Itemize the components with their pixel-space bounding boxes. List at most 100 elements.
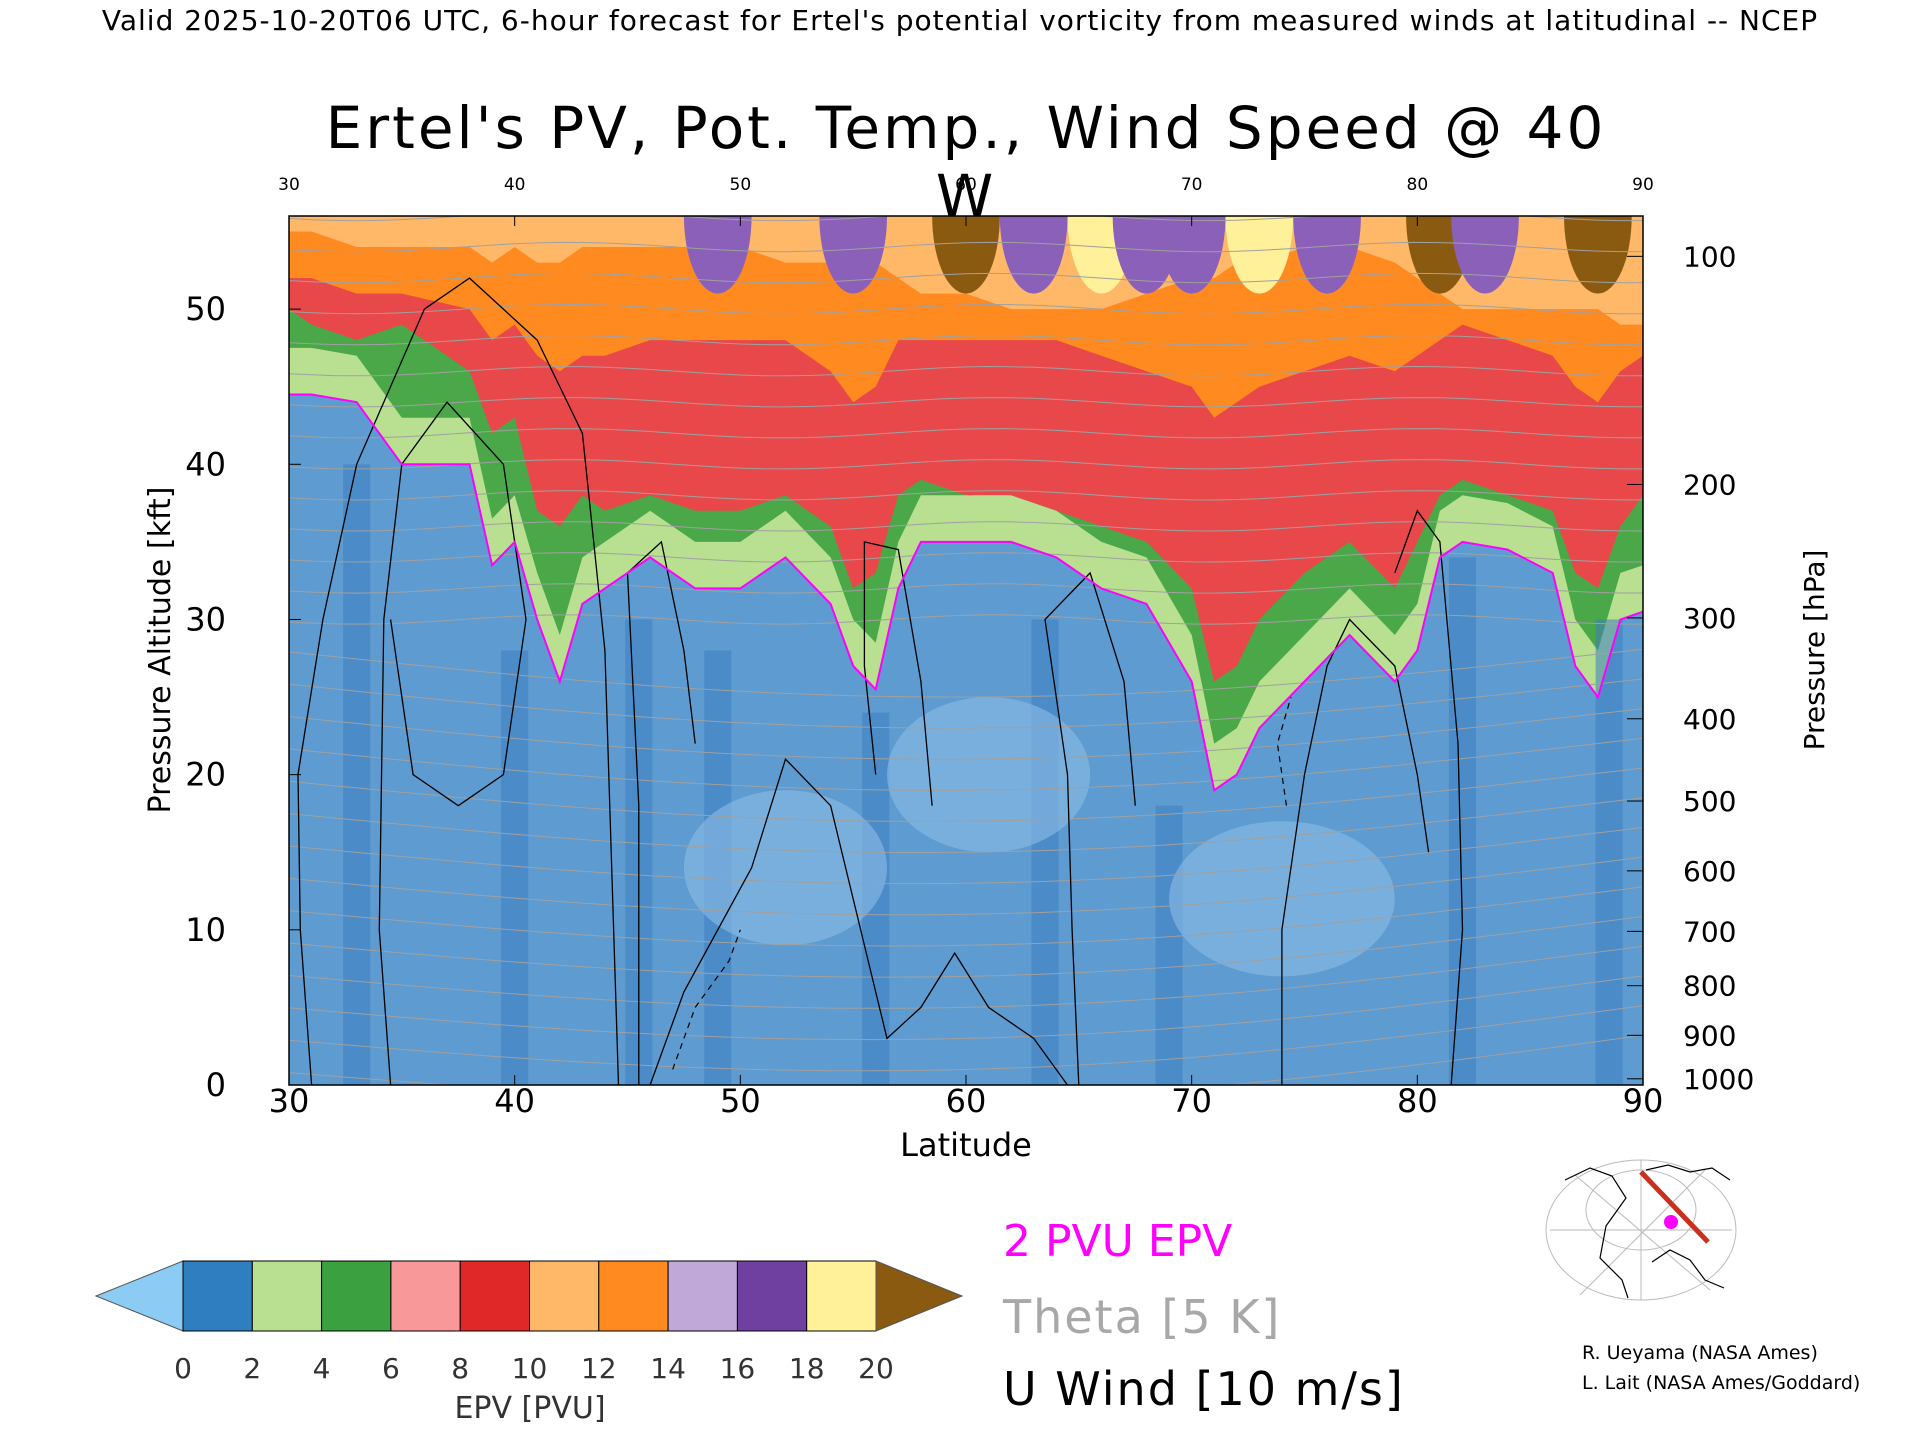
theta-contour: [289, 521, 1643, 532]
u-wind-contours: [297, 277, 1464, 1085]
trop-patch: [887, 697, 1091, 853]
x-tick-label: 60: [946, 1082, 987, 1120]
y2-tick-label: 600: [1683, 855, 1736, 888]
colorbar-segment: [806, 1260, 877, 1332]
theta-contour: [289, 614, 1643, 625]
colorbar-segment: [667, 1260, 738, 1332]
colorbar-tick-label: 12: [581, 1352, 617, 1385]
x-tick-label: 70: [1171, 1082, 1212, 1120]
u-wind-contour: [1394, 509, 1464, 1085]
legend-u-wind: U Wind [10 m/s]: [1003, 1362, 1405, 1416]
x-axis: 30 40 50 60 70 80 90: [269, 1075, 1663, 1120]
x-top-tick-label: 50: [730, 175, 752, 195]
theta-contour: [289, 797, 1643, 853]
tropopause-2pvu-line: [289, 393, 1643, 792]
colorbar-tick-label: 20: [858, 1352, 894, 1385]
y-tick-label: 30: [185, 600, 226, 638]
credit-line-2: L. Lait (NASA Ames/Goddard): [1582, 1372, 1861, 1394]
theta-contour: [289, 826, 1643, 885]
trop-streak: [1448, 557, 1477, 1085]
u-wind-contour: [649, 757, 1069, 1085]
map-marker: [1664, 1215, 1678, 1229]
colorbar-segment: [321, 1260, 392, 1332]
pv-blob: [1564, 216, 1632, 294]
trop-patch: [1169, 821, 1395, 977]
theta-contour: [289, 945, 1643, 1009]
colorbar-tick-label: 0: [174, 1352, 192, 1385]
colorbar-label: EPV [PVU]: [454, 1391, 605, 1426]
pv-blob: [1293, 216, 1361, 294]
colorbar-tick-label: 2: [243, 1352, 261, 1385]
colorbar-tick-label: 14: [650, 1352, 686, 1385]
pv-blob: [819, 216, 888, 294]
x-top-tick-label: 60: [955, 175, 977, 195]
colorbar-tick-label: 10: [512, 1352, 548, 1385]
y-tick-label: 10: [185, 911, 226, 949]
pv-blob: [1157, 216, 1226, 294]
x-top-tick-label: 40: [504, 175, 526, 195]
tropopause-line: [289, 393, 1643, 792]
y2-axis-label: Pressure [hPa]: [1798, 550, 1831, 751]
plot-field: [289, 216, 1643, 1085]
legend-theta: Theta [5 K]: [1003, 1290, 1282, 1344]
x-top-tick-label: 90: [1632, 175, 1654, 195]
u-wind-contour: [1044, 571, 1136, 1085]
theta-contour: [289, 767, 1643, 822]
trop-patch: [683, 790, 888, 946]
theta-contour: [289, 272, 1643, 284]
theta-contour: [289, 303, 1643, 315]
x-tick-label: 40: [494, 1082, 535, 1120]
trop-streak: [501, 650, 529, 1085]
theta-contour: [289, 397, 1643, 408]
theta-contour: [289, 334, 1643, 346]
colorbar-segment: [736, 1260, 808, 1332]
theta-contour: [289, 552, 1643, 563]
credit-line-1: R. Ueyama (NASA Ames): [1582, 1342, 1818, 1364]
x-top-tick-label: 70: [1181, 175, 1203, 195]
theta-contour: [289, 648, 1643, 698]
colorbar-segment: [529, 1260, 600, 1332]
trop-streak: [1155, 805, 1183, 1085]
y2-tick-label: 800: [1683, 970, 1736, 1003]
legend-2pvu: 2 PVU EPV: [1003, 1216, 1233, 1267]
y2-tick-label: 700: [1683, 915, 1736, 948]
colorbar: 0 2 4 6 8 10 12 14 16 18 20: [94, 1260, 964, 1385]
theta-contour: [289, 583, 1643, 594]
colorbar-segment: [182, 1260, 253, 1332]
chart-title: Ertel's PV, Pot. Temp., Wind Speed @ 40 …: [325, 94, 1607, 230]
y-axis: 0 10 20 30 40 50: [185, 290, 301, 1104]
colorbar-segment: [390, 1260, 461, 1332]
x-tick-label: 50: [720, 1082, 761, 1120]
theta-contour: [289, 1034, 1643, 1085]
pv-blob: [683, 216, 752, 294]
x-top-tick-label: 80: [1407, 175, 1429, 195]
y-tick-label: 50: [185, 290, 226, 328]
u-wind-contour: [297, 277, 620, 1085]
x-tick-label: 30: [269, 1082, 310, 1120]
section-path: [1639, 1170, 1710, 1244]
theta-contour: [289, 916, 1643, 978]
theta-contour: [289, 678, 1643, 729]
u-wind-contour: [863, 541, 933, 806]
x-tick-label: 80: [1397, 1082, 1438, 1120]
colorbar-tick-label: 8: [451, 1352, 469, 1385]
theta-contour: [289, 365, 1643, 377]
u-wind-contour: [626, 540, 696, 1085]
theta-contour: [289, 459, 1643, 470]
locator-map: [1545, 1155, 1737, 1303]
y-tick-label: 0: [206, 1066, 226, 1104]
colorbar-tick-label: 4: [313, 1352, 331, 1385]
theta-contour: [289, 737, 1643, 791]
trop-streak: [343, 464, 371, 1085]
theta-contour: [289, 856, 1643, 916]
y-tick-label: 40: [185, 445, 226, 483]
x-axis-label: Latitude: [900, 1126, 1032, 1164]
u-wind-contour: [1281, 618, 1430, 1085]
trop-streak: [1031, 619, 1059, 1085]
theta-contour: [289, 1005, 1643, 1072]
colorbar-segment: [598, 1260, 669, 1332]
y-axis-label: Pressure Altitude [kft]: [143, 487, 178, 814]
colorbar-tick-label: 6: [382, 1352, 400, 1385]
y2-tick-label: 200: [1683, 468, 1736, 501]
theta-contour: [289, 975, 1643, 1041]
